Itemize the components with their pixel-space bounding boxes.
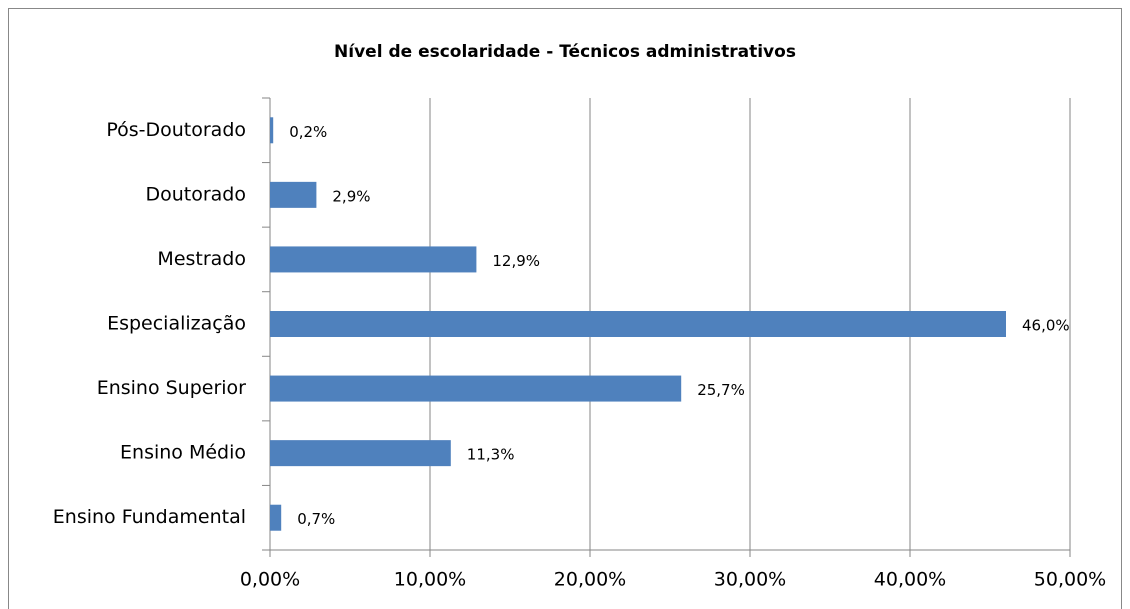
- bar: [270, 375, 682, 402]
- bar: [270, 246, 477, 273]
- chart-title: Nível de escolaridade - Técnicos adminis…: [334, 42, 796, 62]
- value-label: 0,7%: [297, 510, 335, 528]
- x-tick-label: 10,00%: [394, 569, 466, 591]
- value-label: 12,9%: [492, 252, 540, 270]
- x-tick-label: 30,00%: [714, 569, 786, 591]
- x-tick-label: 20,00%: [554, 569, 626, 591]
- value-label: 11,3%: [467, 446, 515, 464]
- bar: [270, 311, 1006, 337]
- x-tick-label: 50,00%: [1034, 569, 1106, 591]
- y-tick-label: Doutorado: [145, 183, 246, 205]
- value-label: 2,9%: [332, 187, 370, 205]
- bar: [270, 440, 451, 467]
- y-tick-label: Pós-Doutorado: [106, 119, 246, 141]
- chart-frame: [8, 8, 1122, 609]
- x-tick-label: 40,00%: [874, 569, 946, 591]
- y-tick-label: Mestrado: [157, 248, 246, 270]
- value-label: 46,0%: [1022, 317, 1070, 335]
- bar: [270, 504, 282, 531]
- value-label: 0,2%: [289, 123, 327, 141]
- y-tick-label: Ensino Médio: [120, 442, 246, 464]
- bar: [270, 181, 317, 208]
- y-tick-label: Ensino Fundamental: [53, 506, 246, 528]
- value-label: 25,7%: [697, 381, 745, 399]
- bar: [270, 117, 274, 144]
- y-tick-label: Especialização: [107, 313, 246, 335]
- x-tick-label: 0,00%: [240, 569, 300, 591]
- y-tick-label: Ensino Superior: [97, 377, 246, 399]
